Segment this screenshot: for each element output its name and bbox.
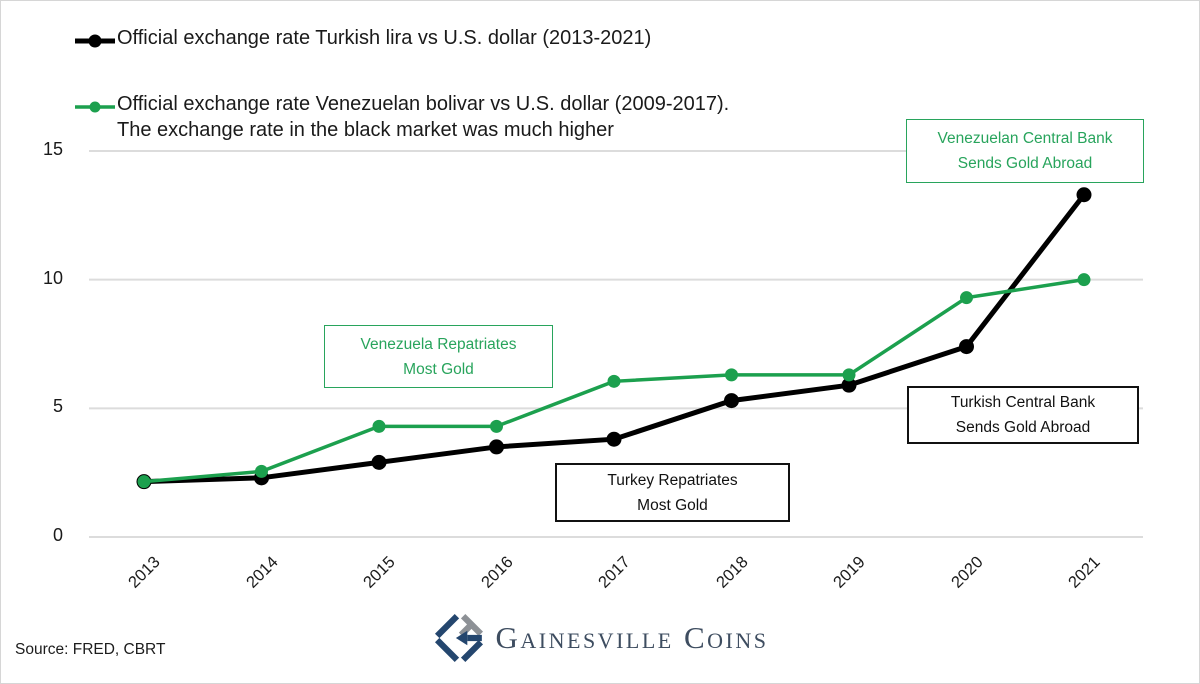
annotation-turkey-repatriates: Turkey Repatriates Most Gold bbox=[555, 463, 790, 522]
data-point bbox=[255, 464, 268, 478]
data-point bbox=[489, 439, 504, 455]
data-point bbox=[372, 419, 386, 433]
annotation-text: Venezuelan Central Bank bbox=[937, 130, 1113, 147]
green-line-marker-icon bbox=[75, 96, 115, 122]
data-point bbox=[371, 454, 387, 470]
annotation-text: Most Gold bbox=[637, 496, 708, 514]
data-point bbox=[960, 291, 973, 305]
legend-label-venezuelan-bolivar: Official exchange rate Venezuelan boliva… bbox=[117, 93, 730, 115]
data-point bbox=[841, 377, 857, 393]
gainesville-coins-logo-icon bbox=[434, 613, 483, 663]
data-point bbox=[490, 419, 503, 433]
annotation-text: Turkish Central Bank bbox=[950, 394, 1096, 411]
black-line-marker-icon bbox=[75, 30, 115, 56]
brand-name: Gainesville Coins bbox=[495, 620, 769, 655]
legend-item-venezuelan-bolivar: Official exchange rate Venezuelan boliva… bbox=[75, 91, 729, 143]
legend-item-turkish-lira: Official exchange rate Turkish lira vs U… bbox=[75, 25, 651, 56]
annotation-turkish-central-bank: Turkish Central Bank Sends Gold Abroad bbox=[907, 386, 1139, 444]
data-point bbox=[137, 475, 151, 489]
data-point bbox=[606, 431, 622, 447]
y-axis-tick-label: 10 bbox=[42, 267, 63, 288]
annotation-venezuela-repatriates: Venezuela Repatriates Most Gold bbox=[324, 325, 553, 388]
data-point bbox=[725, 368, 738, 382]
data-point bbox=[724, 393, 739, 409]
annotation-text: Sends Gold Abroad bbox=[957, 155, 1093, 172]
y-axis-tick-label: 15 bbox=[42, 139, 63, 159]
legend-sublabel-black-market-note: The exchange rate in the black market wa… bbox=[117, 119, 614, 141]
annotation-text: Sends Gold Abroad bbox=[955, 419, 1091, 436]
annotation-venezuelan-central-bank: Venezuelan Central Bank Sends Gold Abroa… bbox=[906, 119, 1144, 183]
annotation-text: Venezuela Repatriates bbox=[360, 335, 517, 353]
data-point bbox=[1077, 273, 1091, 287]
data-point bbox=[607, 374, 621, 388]
annotation-text: Most Gold bbox=[403, 360, 474, 378]
data-point bbox=[1076, 187, 1092, 203]
y-axis-tick-label: 0 bbox=[52, 525, 63, 545]
data-point bbox=[959, 339, 974, 355]
annotation-text: Turkey Repatriates bbox=[607, 471, 738, 489]
source-note: Source: FRED, CBRT bbox=[15, 641, 166, 658]
data-point bbox=[842, 368, 856, 382]
legend-label-turkish-lira: Official exchange rate Turkish lira vs U… bbox=[117, 27, 652, 49]
y-axis-tick-label: 5 bbox=[52, 396, 63, 417]
brand-footer: Gainesville Coins bbox=[1, 611, 1199, 665]
